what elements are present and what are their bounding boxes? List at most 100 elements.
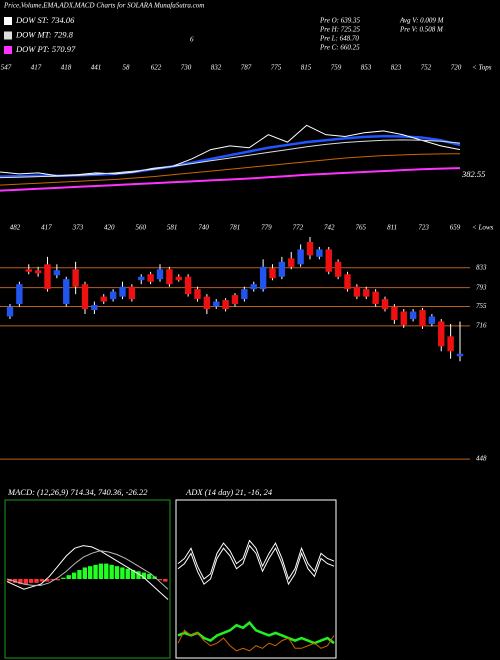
peak-label: 815 (301, 64, 312, 72)
legend-swatch (4, 46, 12, 54)
peak-label: 832 (211, 64, 222, 72)
series-line (0, 139, 461, 179)
peak-label: 418 (61, 64, 72, 72)
stat: Pre V: 0.508 M (399, 26, 444, 34)
y-tick-label: 716 (476, 322, 487, 330)
histogram-bar (71, 572, 77, 579)
adx-line (177, 539, 335, 581)
candle-body (6, 306, 14, 317)
candle-body (297, 249, 304, 265)
candle-body (16, 284, 23, 305)
candle-body (81, 284, 89, 310)
histogram-bar (147, 573, 152, 579)
candle-body (381, 299, 389, 310)
info: Pre C: 660.25 (319, 44, 360, 52)
histogram-bar (50, 579, 55, 581)
candle-body (372, 291, 379, 305)
peak-label: 759 (331, 64, 342, 72)
candle-body (288, 258, 295, 267)
peak-label: 775 (271, 64, 282, 72)
candle-body (447, 336, 454, 352)
candle-body (222, 300, 229, 310)
candle-body (128, 286, 136, 300)
histogram-bar (82, 567, 87, 579)
peak-label: 547 (1, 64, 12, 72)
histogram-bar (28, 579, 34, 583)
peak-label: 417 (31, 64, 42, 72)
candle-body (231, 295, 239, 305)
peak-label: 787 (241, 64, 252, 72)
peak-label: 560 (135, 224, 146, 232)
peak-label: 811 (387, 224, 397, 232)
legend-label: DOW MT: 729.8 (15, 29, 74, 39)
candle-body (147, 274, 154, 282)
series-line (0, 124, 461, 177)
candle-body (109, 291, 117, 300)
candle-body (344, 274, 351, 290)
stat: Avg V: 0.009 M (399, 17, 445, 25)
y-tick-label: 382.55 (461, 169, 485, 179)
peak-label: 482 (10, 224, 21, 232)
histogram-bar (109, 564, 114, 579)
panel-title: ADX (14 day) 21, -16, 24 (185, 487, 273, 497)
histogram-bar (114, 566, 120, 579)
candle-body (391, 306, 398, 320)
histogram-bar (39, 579, 45, 582)
candle-body (400, 311, 407, 325)
peak-label: 752 (421, 64, 432, 72)
peak-label: 622 (151, 64, 162, 72)
info: Pre H: 725.25 (319, 26, 360, 34)
candle-body (419, 310, 426, 327)
candle-body (325, 249, 332, 272)
histogram-bar (55, 579, 61, 581)
legend-label: DOW ST: 734.06 (15, 15, 75, 25)
marker: 6 (190, 36, 194, 44)
candle-body (438, 321, 445, 347)
peak-label: 420 (104, 224, 115, 232)
candle-body (166, 269, 173, 285)
adx-line (177, 620, 335, 645)
histogram-bar (120, 567, 125, 579)
candle-body (175, 276, 182, 281)
y-tick-label: 793 (476, 283, 487, 291)
candle-body (428, 316, 436, 324)
histogram-bar (88, 566, 93, 579)
legend-swatch (4, 17, 12, 25)
peak-label: 417 (41, 224, 52, 232)
histogram-bar (66, 575, 71, 579)
candle-body (138, 276, 145, 281)
candle-body (25, 269, 32, 272)
histogram-bar (23, 579, 28, 585)
candle-body (34, 270, 42, 274)
peak-label: 853 (361, 64, 372, 72)
candle-body (91, 305, 98, 311)
candle-body (334, 261, 342, 277)
adx-line (177, 544, 335, 586)
adx-frame (175, 499, 337, 659)
macd-line (6, 545, 169, 600)
histogram-bar (77, 570, 82, 579)
peak-label: 581 (167, 224, 178, 232)
histogram-bar (163, 579, 168, 582)
y-tick-label: 448 (476, 455, 487, 463)
info: Pre O: 639.35 (319, 17, 360, 25)
y-tick-label: 833 (476, 263, 487, 271)
histogram-bar (104, 563, 109, 579)
candle-body (316, 249, 323, 257)
y-tick-label: 755 (476, 302, 487, 310)
peak-label: 740 (198, 224, 209, 232)
peak-label: 720 (451, 64, 462, 72)
ema-line (0, 153, 461, 186)
side-label: < Lows (472, 224, 494, 232)
candle-body (184, 276, 192, 295)
macd-frame (4, 499, 171, 659)
peak-label: 58 (123, 64, 131, 72)
peak-label: 779 (261, 224, 272, 232)
peak-label: 373 (72, 224, 84, 232)
peak-label: 730 (181, 64, 192, 72)
adx-line (177, 629, 335, 652)
candle-body (250, 284, 257, 290)
